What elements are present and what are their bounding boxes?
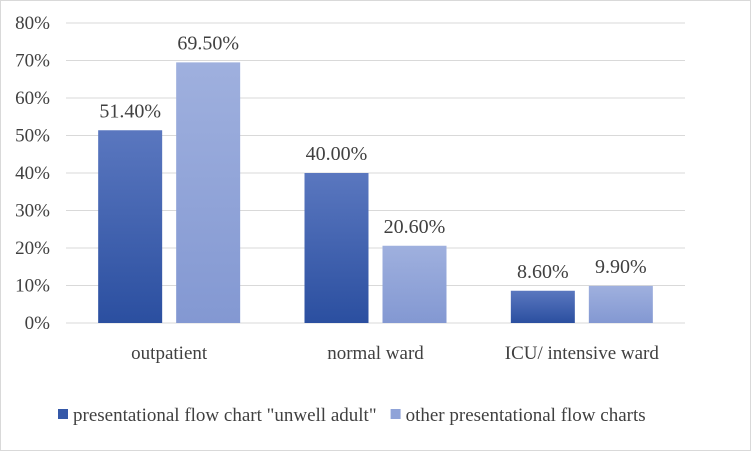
gridlines [66, 22, 685, 324]
y-tick-label: 10% [15, 276, 50, 297]
x-axis-categories: outpatient normal ward ICU/ intensive ward [131, 343, 659, 364]
y-axis-ticks: 0% 10% 20% 30% 40% 50% 60% 70% 80% [15, 13, 50, 334]
legend: presentational flow chart "unwell adult"… [58, 405, 646, 426]
y-tick-label: 40% [15, 163, 50, 184]
bar-other-2 [588, 285, 653, 323]
data-label: 9.90% [595, 256, 647, 278]
x-category-label: outpatient [131, 343, 208, 364]
y-tick-label: 30% [15, 201, 50, 222]
bars [98, 62, 653, 323]
data-label: 51.40% [99, 100, 161, 122]
bar-other-0 [176, 62, 241, 323]
data-label: 40.00% [306, 143, 368, 165]
legend-swatch [58, 409, 68, 419]
data-label: 69.50% [177, 32, 239, 54]
y-tick-label: 80% [15, 13, 50, 34]
bar-unwell-adult-2 [510, 290, 575, 323]
bar-unwell-adult-0 [98, 130, 163, 323]
data-labels: 51.40% 69.50% 40.00% 20.60% 8.60% 9.90% [99, 32, 646, 282]
bar-other-1 [382, 245, 447, 323]
y-tick-label: 20% [15, 238, 50, 259]
y-tick-label: 60% [15, 88, 50, 109]
bar-unwell-adult-1 [304, 173, 369, 323]
legend-label: presentational flow chart "unwell adult" [73, 405, 377, 426]
y-tick-label: 50% [15, 126, 50, 147]
legend-label: other presentational flow charts [406, 405, 646, 426]
legend-swatch [390, 409, 401, 419]
data-label: 8.60% [517, 261, 569, 283]
y-tick-label: 70% [15, 51, 50, 72]
y-tick-label: 0% [25, 313, 51, 334]
data-label: 20.60% [384, 216, 446, 238]
x-category-label: normal ward [327, 343, 424, 364]
x-category-label: ICU/ intensive ward [505, 343, 660, 364]
